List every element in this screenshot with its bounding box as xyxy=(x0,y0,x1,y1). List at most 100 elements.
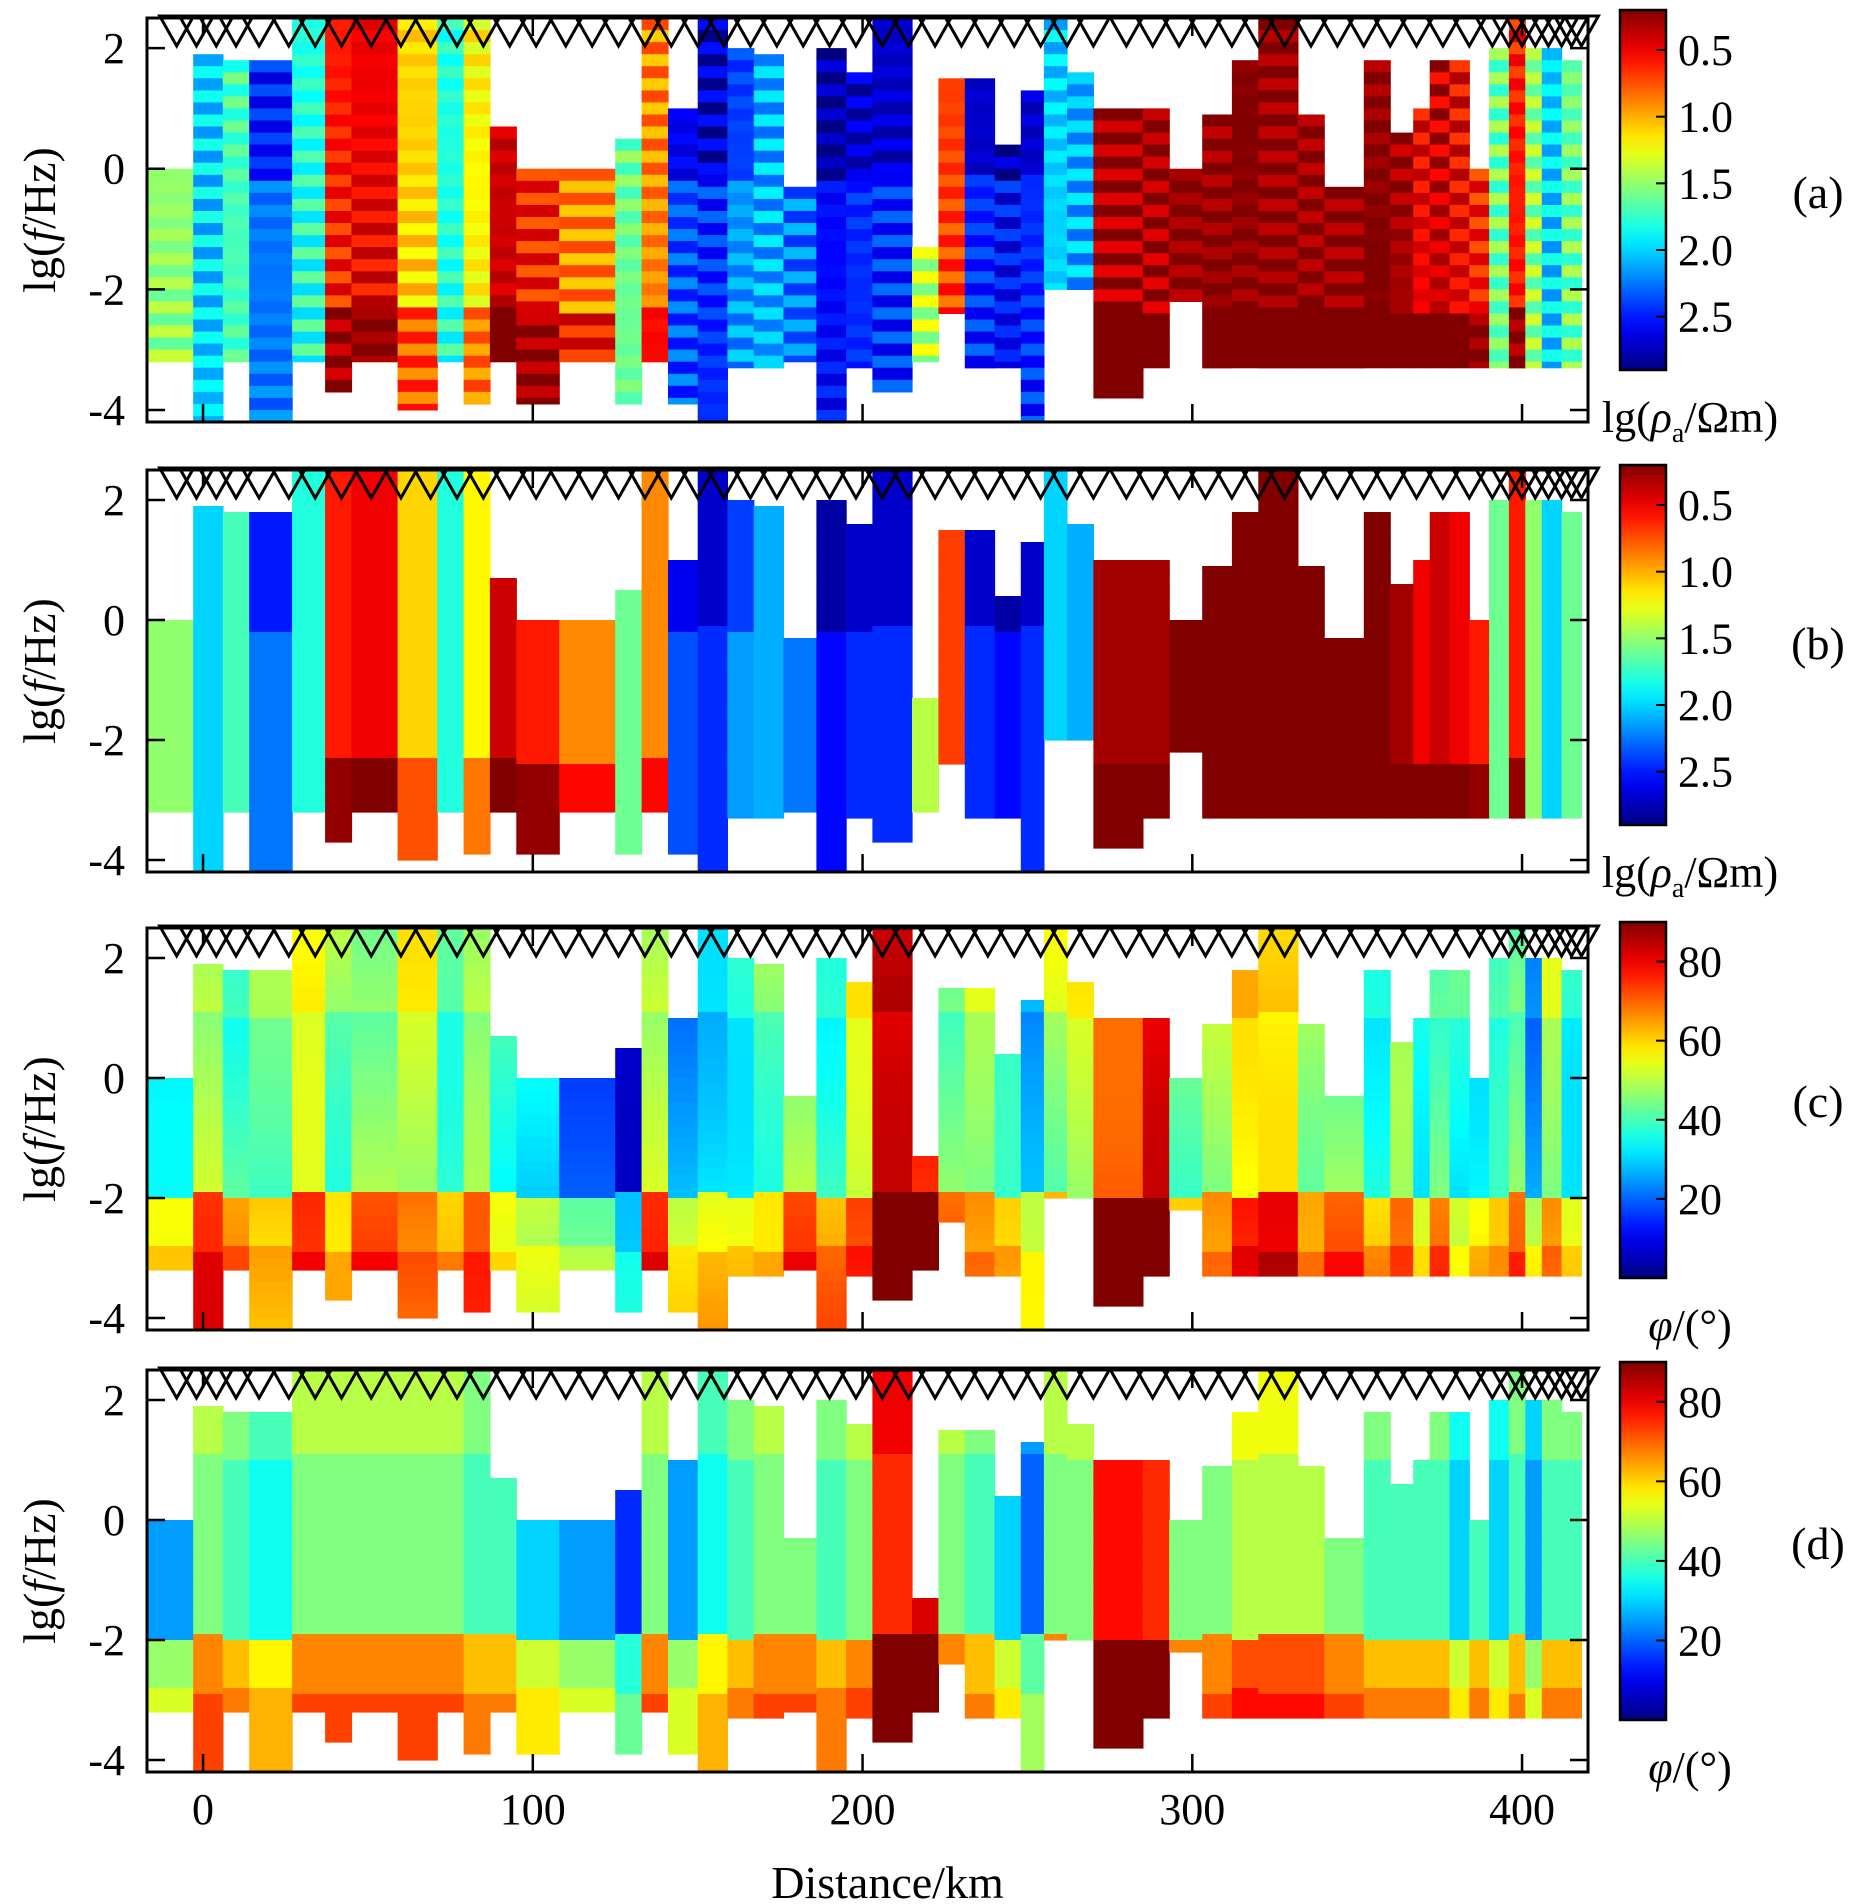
heatmap-cell xyxy=(1043,162,1068,176)
heatmap-cell xyxy=(1043,686,1068,699)
heatmap-cell xyxy=(1093,1544,1144,1557)
heatmap-cell xyxy=(727,60,755,73)
heatmap-cell xyxy=(1231,1496,1259,1509)
heatmap-cell xyxy=(1413,1484,1431,1497)
heatmap-cell xyxy=(292,746,326,759)
heatmap-cell xyxy=(351,1252,399,1265)
heatmap-cell xyxy=(615,1108,643,1121)
heatmap-cell xyxy=(1093,596,1144,609)
heatmap-cell xyxy=(1093,1138,1144,1151)
heatmap-cell xyxy=(727,1628,755,1641)
heatmap-cell xyxy=(1258,650,1299,663)
heatmap-cell xyxy=(1093,156,1144,170)
heatmap-cell xyxy=(193,638,224,651)
heatmap-cell xyxy=(222,716,250,729)
heatmap-cell xyxy=(437,722,465,735)
heatmap-cell xyxy=(727,1174,755,1187)
heatmap-cell xyxy=(351,1598,399,1611)
heatmap-cell xyxy=(397,710,438,723)
heatmap-cell xyxy=(697,1156,728,1169)
heatmap-cell xyxy=(846,132,874,146)
heatmap-cell xyxy=(147,192,194,206)
heatmap-cell xyxy=(1202,782,1233,795)
heatmap-cell xyxy=(1231,132,1259,146)
heatmap-cell xyxy=(1489,1652,1510,1665)
heatmap-cell xyxy=(463,976,491,989)
heatmap-cell xyxy=(1413,265,1431,278)
heatmap-cell xyxy=(938,626,966,639)
heatmap-cell xyxy=(1469,704,1490,717)
heatmap-cell xyxy=(816,1532,847,1545)
heatmap-cell xyxy=(1489,1126,1510,1139)
heatmap-cell xyxy=(697,952,728,965)
heatmap-cell xyxy=(1231,1102,1259,1115)
heatmap-cell xyxy=(437,698,465,711)
heatmap-cell xyxy=(615,211,643,224)
heatmap-cell xyxy=(641,1024,669,1037)
heatmap-cell xyxy=(222,680,250,693)
heatmap-cell xyxy=(292,174,326,188)
heatmap-cell xyxy=(1324,710,1365,723)
heatmap-cell xyxy=(697,674,728,687)
heatmap-cell xyxy=(1324,1550,1365,1563)
heatmap-cell xyxy=(1093,1616,1144,1629)
heatmap-cell xyxy=(147,644,194,657)
heatmap-cell xyxy=(1508,782,1526,795)
heatmap-cell xyxy=(872,1204,913,1217)
heatmap-cell xyxy=(1390,1556,1414,1569)
heatmap-cell xyxy=(437,150,465,164)
heatmap-cell xyxy=(222,1150,250,1163)
station-marker xyxy=(216,14,256,50)
heatmap-cell xyxy=(351,1240,399,1253)
heatmap-cell xyxy=(697,590,728,603)
heatmap-cell xyxy=(816,1736,847,1749)
station-marker xyxy=(411,924,451,960)
heatmap-cell xyxy=(463,686,491,699)
heatmap-cells xyxy=(147,928,1582,1330)
heatmap-cell xyxy=(1142,1078,1170,1091)
heatmap-cell xyxy=(727,1436,755,1449)
heatmap-cell xyxy=(193,746,224,759)
station-marker xyxy=(836,14,876,50)
heatmap-cell xyxy=(816,373,847,387)
heatmap-cell xyxy=(1020,307,1045,321)
heatmap-cell xyxy=(816,1234,847,1247)
heatmap-cell xyxy=(193,1418,224,1431)
heatmap-cell xyxy=(193,1766,224,1772)
heatmap-cell xyxy=(1297,319,1325,333)
heatmap-cell xyxy=(816,385,847,399)
heatmap-cell xyxy=(397,1466,438,1479)
heatmap-cell xyxy=(938,186,966,200)
heatmap-cell xyxy=(697,1096,728,1109)
heatmap-cell xyxy=(1390,277,1414,290)
heatmap-cell xyxy=(1429,132,1451,146)
heatmap-cell xyxy=(1508,1156,1526,1169)
heatmap-cell xyxy=(753,1418,784,1431)
heatmap-cell xyxy=(292,1012,326,1025)
heatmap-cell xyxy=(816,156,847,170)
heatmap-cell xyxy=(872,114,913,128)
heatmap-cell xyxy=(1020,554,1045,567)
heatmap-cell xyxy=(1390,1102,1414,1115)
heatmap-cell xyxy=(437,1264,465,1271)
heatmap-cell xyxy=(1169,1604,1203,1617)
heatmap-cell xyxy=(872,198,913,212)
heatmap-cell xyxy=(1067,1078,1094,1091)
station-marker xyxy=(968,466,1008,502)
heatmap-cell xyxy=(249,776,293,789)
heatmap-cell xyxy=(249,800,293,813)
heatmap-cell xyxy=(1413,229,1431,242)
heatmap-cell xyxy=(1363,982,1391,995)
heatmap-cell xyxy=(1525,1508,1543,1521)
heatmap-cell xyxy=(1142,1472,1170,1485)
heatmap-cell xyxy=(193,1478,224,1491)
station-marker xyxy=(196,14,236,50)
heatmap-cell xyxy=(641,1192,669,1205)
heatmap-cell xyxy=(1093,1114,1144,1127)
heatmap-cell xyxy=(1508,794,1526,807)
heatmap-cell xyxy=(397,283,438,296)
heatmap-cell xyxy=(1561,1174,1582,1187)
heatmap-cell xyxy=(1231,656,1259,669)
heatmap-cell xyxy=(489,1550,517,1563)
heatmap-cell xyxy=(1020,1024,1045,1037)
